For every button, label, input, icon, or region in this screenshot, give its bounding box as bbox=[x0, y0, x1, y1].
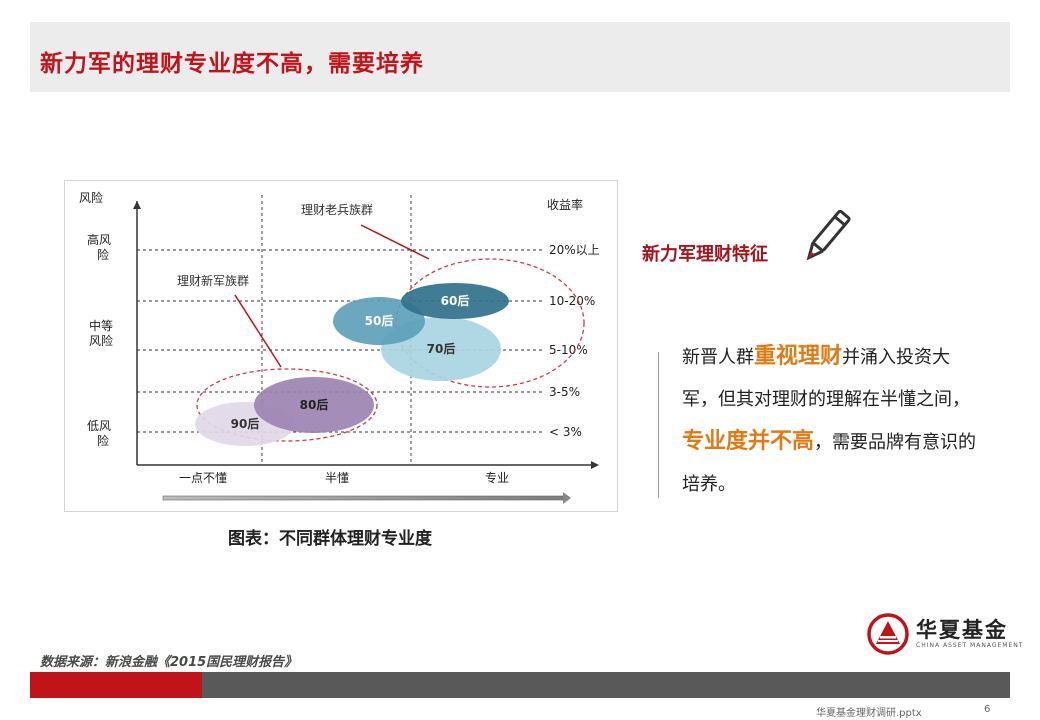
side-text-part: 新晋人群 bbox=[682, 347, 754, 368]
risk-mid-line2: 风险 bbox=[89, 333, 113, 348]
side-text-part: ，需要品牌有意识的培养。 bbox=[682, 432, 977, 495]
return-labels: 20%以上 10-20% 5-10% 3-5% < 3% bbox=[549, 243, 600, 439]
x-category-labels: 一点不懂 半懂 专业 bbox=[179, 470, 509, 485]
y-axis-title: 风险 bbox=[79, 190, 103, 205]
x-category-label: 一点不懂 bbox=[179, 471, 227, 485]
bubble-50后 bbox=[333, 297, 425, 345]
return-label: 3-5% bbox=[549, 385, 580, 399]
expertise-arrow-bar bbox=[162, 495, 564, 501]
brand-name: 华夏基金 bbox=[916, 618, 1008, 642]
risk-low-line2: 险 bbox=[97, 433, 109, 448]
return-label: 5-10% bbox=[549, 343, 588, 357]
pencil-icon bbox=[806, 209, 851, 261]
return-label: 10-20% bbox=[549, 294, 595, 308]
newcomer-group-ring bbox=[196, 368, 378, 442]
footer-red-block bbox=[30, 672, 202, 698]
page-number: 6 bbox=[984, 704, 991, 715]
risk-high-line2: 险 bbox=[97, 247, 109, 262]
bubble-60后 bbox=[401, 283, 509, 319]
newcomer-group-label: 理财新军族群 bbox=[177, 273, 249, 288]
risk-low-line1: 低风 bbox=[87, 419, 111, 433]
bubble-label: 50后 bbox=[365, 313, 394, 328]
veteran-pointer-line bbox=[360, 224, 430, 260]
x-category-label: 专业 bbox=[485, 470, 509, 485]
veteran-group-ring bbox=[395, 258, 585, 388]
data-source: 数据来源：新浪金融《2015国民理财报告》 bbox=[40, 655, 298, 670]
bubble-label: 70后 bbox=[427, 341, 456, 356]
return-label: 20%以上 bbox=[549, 243, 600, 257]
bubble-label: 60后 bbox=[441, 293, 470, 308]
bubble-80后 bbox=[254, 377, 374, 433]
footer-filename: 华夏基金理财调研.pptx bbox=[816, 708, 922, 719]
risk-mid-line1: 中等 bbox=[89, 318, 113, 333]
x-axis-arrow bbox=[591, 461, 599, 469]
bubble-label: 90后 bbox=[231, 416, 260, 431]
x-category-label: 半懂 bbox=[325, 471, 349, 485]
title-bar: 新力军的理财专业度不高，需要培养 bbox=[30, 22, 1010, 92]
footer-grey-bar bbox=[202, 672, 1010, 698]
return-label: < 3% bbox=[549, 425, 582, 439]
expertise-arrow-head bbox=[563, 492, 571, 504]
veteran-group-label: 理财老兵族群 bbox=[301, 203, 373, 217]
side-text-part: 并涌入投资大军，但其对理财的理解在半懂之间， bbox=[682, 347, 970, 410]
slide-title: 新力军的理财专业度不高，需要培养 bbox=[40, 51, 424, 77]
side-highlight-focus: 重视理财 bbox=[754, 344, 843, 369]
side-description: 新晋人群重视理财并涌入投资大军，但其对理财的理解在半懂之间， 专业度并不高，需要品… bbox=[682, 336, 982, 506]
risk-high-line1: 高风 bbox=[87, 232, 111, 247]
brand-logo-icon bbox=[867, 613, 909, 655]
brand-subtitle: CHINA ASSET MANAGEMENT bbox=[916, 642, 1024, 649]
right-axis-title: 收益率 bbox=[547, 197, 583, 212]
bubble-layer: 90后 80后 70后 50后 60后 bbox=[195, 283, 509, 446]
chart-caption: 图表：不同群体理财专业度 bbox=[228, 529, 432, 549]
newcomer-pointer-line bbox=[234, 294, 282, 368]
side-divider bbox=[658, 352, 659, 498]
bubble-chart: 风险 收益率 高风 险 中等 风险 低风 险 20%以上 10-20% 5-10% 3… bbox=[79, 190, 600, 504]
bubble-label: 80后 bbox=[300, 397, 329, 412]
side-highlight-expertise: 专业度并不高 bbox=[682, 429, 815, 454]
side-heading: 新力军理财特征 bbox=[642, 244, 768, 265]
chart-panel: 风险 收益率 高风 险 中等 风险 低风 险 20%以上 10-20% 5-10% 3… bbox=[64, 180, 618, 512]
y-axis-arrow bbox=[133, 201, 141, 209]
